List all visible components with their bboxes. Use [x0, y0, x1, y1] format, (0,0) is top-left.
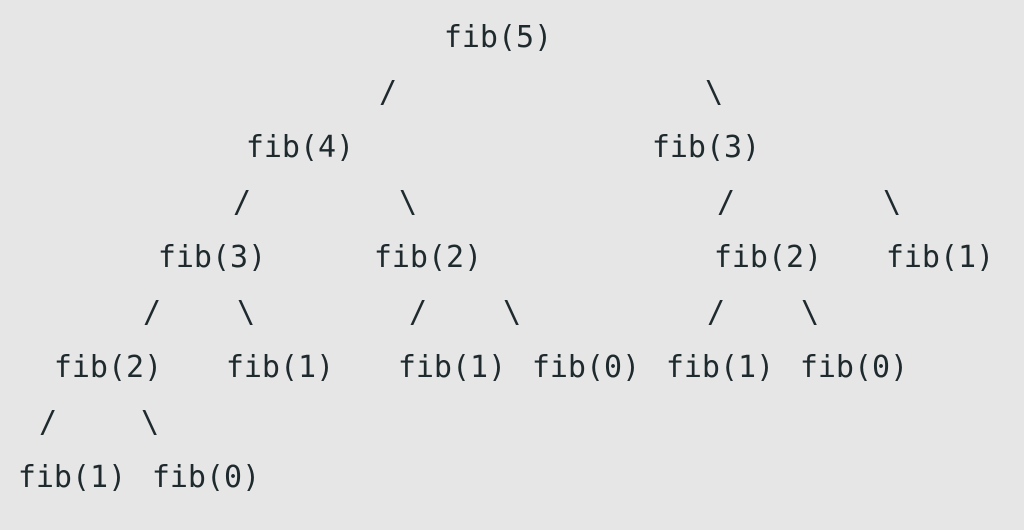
tree-node: fib(2): [714, 243, 822, 273]
edge-left: /: [379, 78, 397, 108]
edge-right: \: [801, 298, 819, 328]
edge-right: \: [503, 298, 521, 328]
edge-left: /: [39, 408, 57, 438]
tree-node: fib(0): [152, 463, 260, 493]
edge-left: /: [409, 298, 427, 328]
tree-node: fib(5): [444, 23, 552, 53]
edge-right: \: [883, 188, 901, 218]
tree-node: fib(4): [246, 133, 354, 163]
tree-node: fib(2): [374, 243, 482, 273]
edge-left: /: [707, 298, 725, 328]
edge-right: \: [237, 298, 255, 328]
tree-node: fib(0): [532, 353, 640, 383]
edge-right: \: [399, 188, 417, 218]
edge-left: /: [717, 188, 735, 218]
tree-node: fib(1): [398, 353, 506, 383]
tree-node: fib(1): [226, 353, 334, 383]
tree-node: fib(3): [652, 133, 760, 163]
edge-left: /: [143, 298, 161, 328]
edge-right: \: [141, 408, 159, 438]
tree-node: fib(2): [54, 353, 162, 383]
edge-left: /: [233, 188, 251, 218]
fib-recursion-tree: fib(5) fib(4) fib(3) fib(3) fib(2) fib(2) fib(…: [0, 0, 1024, 530]
tree-node: fib(1): [886, 243, 994, 273]
edge-right: \: [705, 78, 723, 108]
tree-node: fib(0): [800, 353, 908, 383]
tree-node: fib(1): [666, 353, 774, 383]
tree-node: fib(3): [158, 243, 266, 273]
tree-node: fib(1): [18, 463, 126, 493]
